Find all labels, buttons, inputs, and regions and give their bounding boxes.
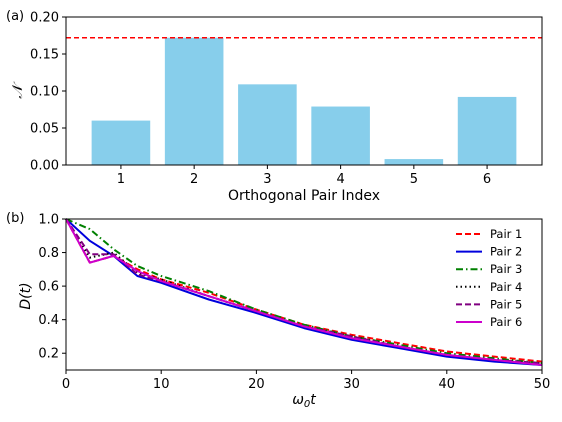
series-line-6 [65, 218, 543, 366]
bar-4 [311, 106, 370, 165]
bar-1 [91, 120, 151, 165]
x-tick-label: 2 [190, 172, 198, 187]
y-tick-label: 0.6 [38, 280, 59, 295]
x-tick-label: 1 [117, 172, 125, 187]
x-tick-label: 3 [263, 172, 271, 187]
line-chart-legend: Pair 1 Pair 2 Pair 3 Pair 4 Pair 5 Pair 6 [456, 227, 522, 329]
line-chart-series [65, 218, 543, 366]
x-tick-label: 20 [248, 377, 265, 392]
bar-chart-ylabel: 𝒩 [10, 81, 26, 99]
series-line-5 [65, 218, 543, 365]
y-tick-label: 0.00 [30, 159, 59, 174]
x-tick-label: 30 [343, 377, 360, 392]
legend-label-4: Pair 4 [490, 280, 522, 294]
x-tick-label: 5 [410, 172, 418, 187]
y-tick-label: 0.2 [38, 347, 59, 362]
y-tick-label: 0.4 [38, 313, 59, 328]
y-tick-label: 0.05 [30, 122, 59, 137]
bar-2 [164, 37, 224, 165]
legend-label-3: Pair 3 [490, 262, 522, 276]
line-chart-ylabel: D(t) [18, 282, 34, 309]
bar-chart-xlabel: Orthogonal Pair Index [228, 188, 380, 204]
line-chart-xlabel: ω0t [292, 392, 316, 410]
bar-6 [457, 96, 517, 165]
x-tick-label: 40 [439, 377, 456, 392]
bar-3 [238, 84, 297, 165]
legend-label-6: Pair 6 [490, 315, 522, 329]
x-tick-label: 6 [483, 172, 491, 187]
series-line-2 [65, 218, 543, 366]
bar-chart-ticks: 1 2 3 4 5 6 0.00 0.05 0.10 0.15 0.20 [30, 11, 491, 188]
y-tick-label: 0.10 [30, 85, 59, 100]
line-chart-frame [65, 218, 543, 371]
x-tick-label: 10 [153, 377, 170, 392]
x-tick-label: 0 [62, 377, 70, 392]
y-tick-label: 0.15 [30, 48, 59, 63]
series-line-3 [65, 218, 543, 365]
y-tick-label: 0.20 [30, 11, 59, 26]
bar-chart-panel: (a) 𝒩 Orthogonal Pair Index 1 2 3 4 5 6 0.00 0.… [6, 9, 543, 204]
bar-chart-bars [66, 36, 542, 165]
panel-label-b: (b) [6, 211, 24, 226]
bar-chart-frame [65, 16, 543, 166]
legend-label-2: Pair 2 [490, 245, 522, 259]
y-tick-label: 0.8 [38, 246, 59, 261]
line-chart-ticks: 0 10 20 30 40 50 0.2 0.4 0.6 0.8 1.0 [38, 213, 550, 393]
y-tick-label: 1.0 [38, 213, 59, 228]
x-tick-label: 50 [534, 377, 551, 392]
x-tick-label: 4 [336, 172, 344, 187]
series-line-1 [65, 218, 543, 363]
panel-label-a: (a) [6, 9, 24, 24]
bar-5 [384, 159, 444, 165]
legend-label-1: Pair 1 [490, 227, 522, 241]
series-line-4 [65, 218, 543, 365]
legend-label-5: Pair 5 [490, 297, 522, 311]
line-chart-panel: (b) D(t) ω0t 0 10 20 30 40 500.20.40.60.81.0 … [6, 211, 550, 410]
